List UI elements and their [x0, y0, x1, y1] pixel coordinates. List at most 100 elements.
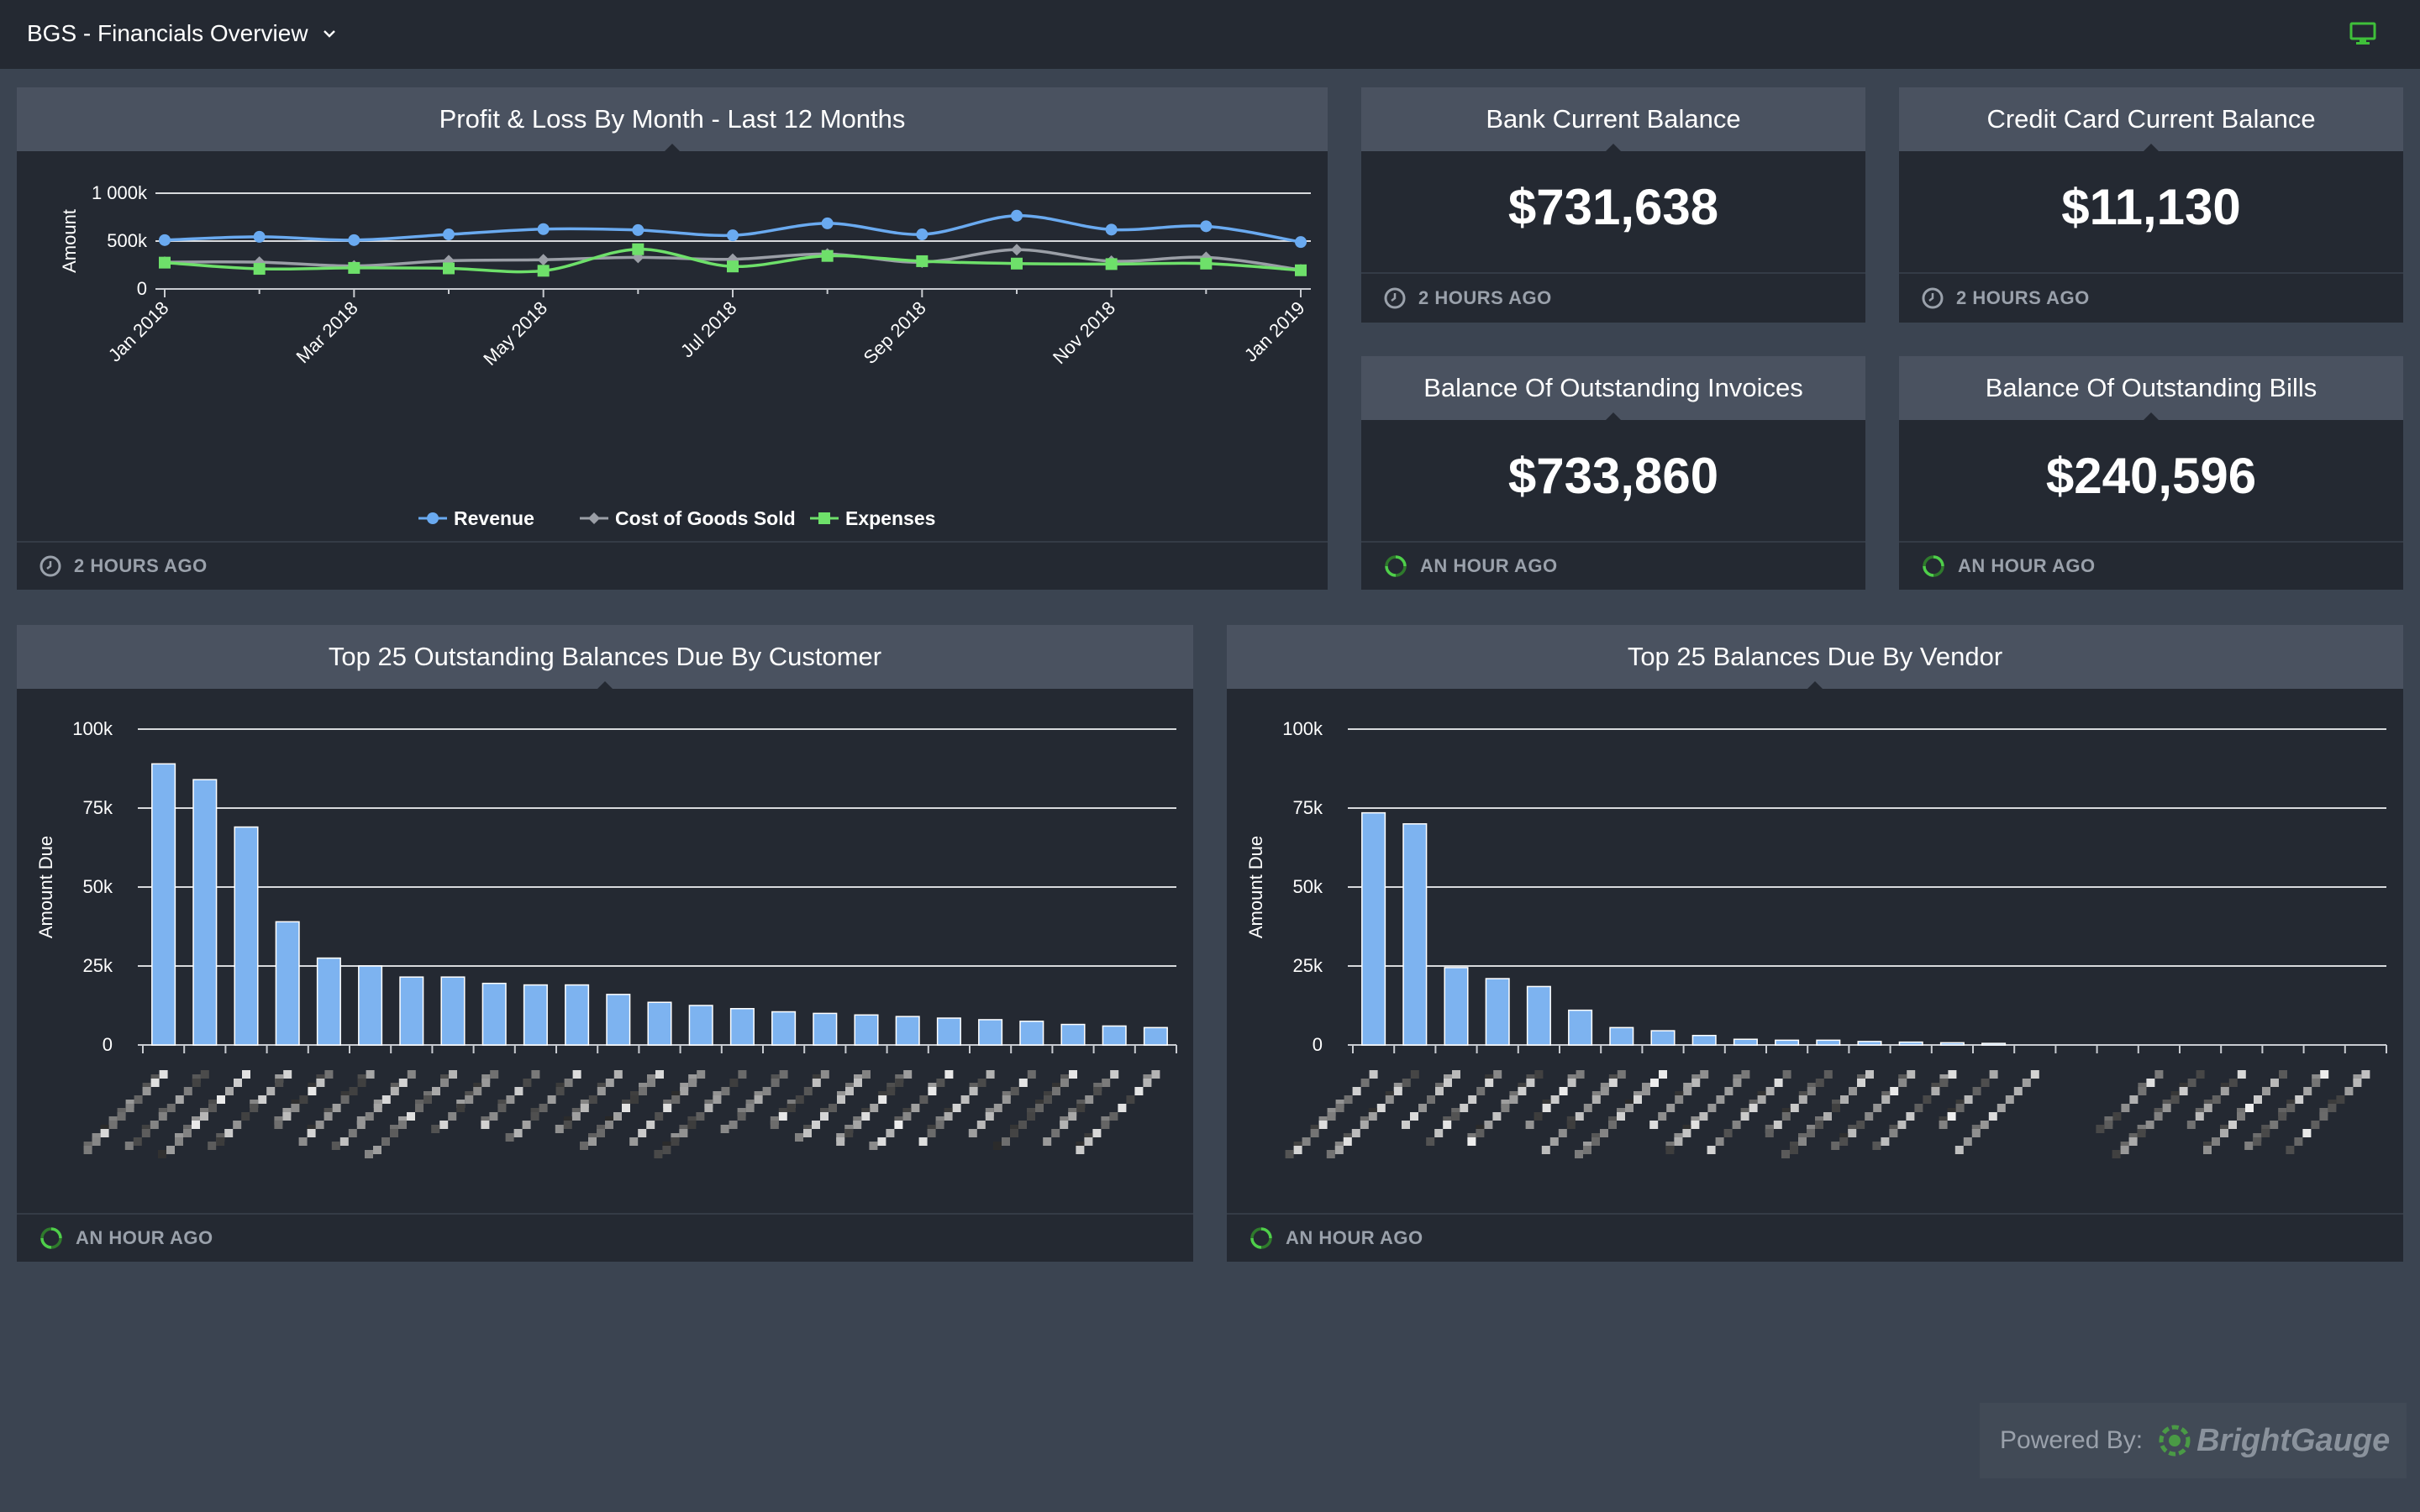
customer-updated-text: AN HOUR AGO: [76, 1227, 213, 1248]
redacted-pixel: [2319, 1112, 2328, 1121]
redacted-pixel: [2262, 1087, 2270, 1095]
redacted-pixel: [2344, 1087, 2354, 1095]
redacted-pixel: [1857, 1079, 1865, 1087]
redacted-pixel: [315, 1121, 324, 1129]
redacted-pixel: [1815, 1121, 1823, 1129]
clock-icon: [1922, 287, 1944, 309]
redacted-pixel: [1575, 1150, 1583, 1158]
data-point: [1295, 236, 1307, 249]
redacted-pixel: [697, 1070, 706, 1079]
redacted-pixel: [275, 1079, 284, 1087]
data-point: [159, 234, 171, 246]
redacted-pixel: [2261, 1129, 2270, 1137]
redacted-pixel: [2203, 1104, 2212, 1112]
redacted-pixel: [1608, 1121, 1617, 1129]
redacted-pixel: [1600, 1129, 1608, 1137]
redacted-pixel: [2220, 1087, 2229, 1095]
data-point: [159, 256, 171, 269]
redacted-pixel: [1002, 1137, 1010, 1146]
redacted-pixel: [622, 1104, 630, 1112]
redacted-pixel: [688, 1079, 697, 1087]
redacted-pixel: [779, 1070, 788, 1079]
redacted-pixel: [2353, 1079, 2362, 1087]
data-point: [727, 260, 739, 273]
redacted-pixel: [208, 1142, 217, 1150]
redacted-pixel: [1501, 1104, 1510, 1112]
bar: [523, 984, 548, 1046]
redacted-pixel: [456, 1104, 466, 1112]
redacted-pixel: [1923, 1095, 1932, 1104]
kpi-card-invoices: Balance Of Outstanding Invoices $733,860…: [1361, 356, 1865, 590]
redacted-pixel: [1134, 1087, 1144, 1095]
redacted-pixel: [2005, 1095, 2014, 1104]
redacted-pixel: [1683, 1087, 1692, 1095]
redacted-pixel: [895, 1079, 904, 1087]
redacted-pixel: [490, 1070, 499, 1079]
redacted-pixel: [2187, 1079, 2196, 1087]
kpi-title: Credit Card Current Balance: [1899, 87, 2403, 152]
redacted-pixel: [837, 1095, 845, 1104]
redacted-pixel: [1443, 1121, 1452, 1129]
redacted-pixel: [133, 1137, 142, 1146]
bar: [1898, 1041, 1923, 1046]
monitor-icon[interactable]: [2349, 22, 2376, 45]
redacted-pixel: [671, 1095, 681, 1104]
redacted-pixel: [258, 1095, 267, 1104]
bar: [275, 921, 300, 1046]
powered-by-badge[interactable]: Powered By: BrightGauge: [1980, 1403, 2407, 1478]
data-point: [1295, 264, 1307, 276]
redacted-pixel: [415, 1104, 424, 1112]
redacted-pixel: [175, 1137, 183, 1146]
redacted-pixel: [1344, 1095, 1353, 1104]
redacted-pixel: [233, 1121, 242, 1129]
kpi-value: $731,638: [1507, 179, 1719, 235]
redacted-pixel: [993, 1104, 1002, 1112]
redacted-pixel: [729, 1079, 739, 1087]
top-bar: BGS - Financials Overview: [0, 0, 2420, 69]
redacted-pixel: [398, 1121, 407, 1129]
redacted-pixel: [340, 1095, 350, 1104]
redacted-pixel: [1659, 1070, 1667, 1079]
redacted-pixel: [580, 1142, 588, 1150]
bar: [978, 1019, 1003, 1046]
redacted-pixel: [1410, 1112, 1418, 1121]
redacted-pixel: [738, 1070, 747, 1079]
redacted-pixel: [877, 1137, 886, 1146]
redacted-pixel: [1675, 1095, 1684, 1104]
refresh-icon: [40, 1227, 62, 1249]
redacted-pixel: [1658, 1112, 1667, 1121]
redacted-pixel: [1352, 1087, 1361, 1095]
redacted-pixel: [786, 1104, 796, 1112]
redacted-pixel: [2146, 1079, 2155, 1087]
redacted-pixel: [1724, 1087, 1733, 1095]
redacted-pixel: [366, 1070, 375, 1079]
redacted-pixel: [373, 1146, 381, 1154]
redacted-pixel: [671, 1137, 680, 1146]
redacted-pixel: [820, 1070, 829, 1079]
redacted-pixel: [845, 1087, 854, 1095]
redacted-pixel: [1782, 1070, 1791, 1079]
redacted-pixel: [1781, 1112, 1791, 1121]
pl-card-title: Profit & Loss By Month - Last 12 Months: [17, 87, 1328, 152]
redacted-pixel: [588, 1095, 597, 1104]
redacted-pixel: [770, 1121, 779, 1129]
redacted-pixel: [2278, 1112, 2287, 1121]
chevron-down-icon: [323, 30, 335, 38]
y-tick-label: 50k: [1293, 876, 1323, 897]
redacted-pixel: [1583, 1146, 1591, 1154]
redacted-pixel: [1368, 1112, 1377, 1121]
redacted-pixel: [1666, 1104, 1676, 1112]
redacted-pixel: [200, 1070, 209, 1079]
dashboard-selector[interactable]: BGS - Financials Overview: [27, 20, 339, 47]
redacted-pixel: [696, 1112, 705, 1121]
redacted-pixel: [902, 1112, 912, 1121]
redacted-pixel: [630, 1095, 639, 1104]
redacted-pixel: [1043, 1137, 1052, 1146]
redacted-pixel: [1518, 1087, 1527, 1095]
redacted-pixel: [1102, 1079, 1111, 1087]
redacted-pixel: [1625, 1104, 1634, 1112]
redacted-pixel: [1849, 1087, 1857, 1095]
redacted-pixel: [1707, 1104, 1717, 1112]
redacted-pixel: [1699, 1112, 1708, 1121]
redacted-pixel: [283, 1070, 292, 1079]
